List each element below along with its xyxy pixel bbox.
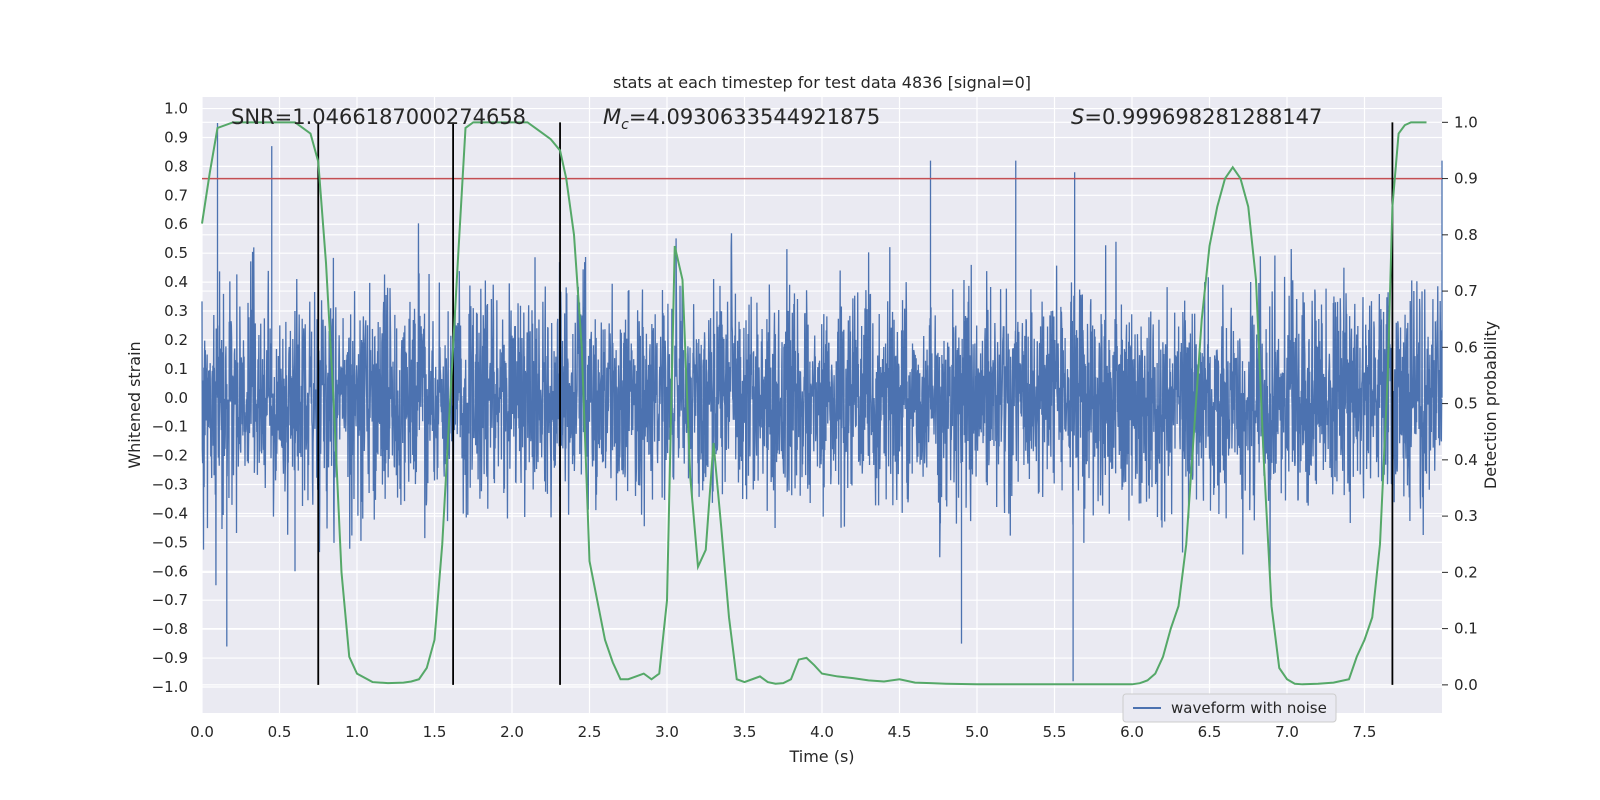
y-tick-label-left: −0.3 [152, 476, 188, 494]
y-tick-label-left: −0.2 [152, 447, 188, 465]
x-tick-label: 4.5 [888, 723, 912, 741]
y-tick-label-left: −0.8 [152, 620, 188, 638]
y-tick-label-right: 0.2 [1454, 563, 1478, 581]
y-tick-label-left: −0.5 [152, 533, 188, 551]
y-tick-label-right: 0.4 [1454, 451, 1478, 469]
y-tick-label-left: 0.3 [164, 302, 188, 320]
y-tick-label-right: 0.9 [1454, 170, 1478, 188]
y-tick-label-left: 1.0 [164, 100, 188, 118]
x-tick-label: 6.0 [1120, 723, 1144, 741]
y-tick-label-left: 0.2 [164, 331, 188, 349]
y-tick-label-left: 0.6 [164, 215, 188, 233]
probability-line [201, 121, 1427, 686]
x-tick-label: 4.0 [810, 723, 834, 741]
chirp-mass-annotation: Mc=4.0930633544921875 [603, 105, 880, 133]
y-tick-label-left: −0.1 [152, 418, 188, 436]
mc-subscript: c [621, 117, 629, 133]
y-tick-label-left: −0.4 [152, 504, 188, 522]
x-tick-label: 2.5 [578, 723, 602, 741]
x-tick-label: 0.5 [268, 723, 292, 741]
y-tick-label-right: 0.8 [1454, 226, 1478, 244]
y-tick-label-left: −1.0 [152, 678, 188, 696]
x-tick-label: 1.5 [423, 723, 447, 741]
overlay-layer [201, 121, 1442, 686]
y-tick-label-left: 0.1 [164, 360, 188, 378]
y-tick-label-left: 0.9 [164, 128, 188, 146]
y-tick-label-left: −0.7 [152, 591, 188, 609]
chart-title: stats at each timestep for test data 483… [613, 73, 1031, 92]
tick-labels: 0.0 0.5 1.0 1.5 2.0 2.5 3.0 3.5 4.0 4.5 5.0 5.5 6.0 6… [152, 100, 1478, 741]
x-tick-label: 3.0 [655, 723, 679, 741]
y-tick-label-left: 0.7 [164, 186, 188, 204]
x-tick-label: 3.5 [733, 723, 757, 741]
s-symbol: S [1071, 105, 1084, 129]
legend: waveform with noise [1122, 693, 1337, 723]
y-tick-label-left: −0.9 [152, 649, 188, 667]
x-tick-label: 0.0 [190, 723, 214, 741]
mc-value: =4.0930633544921875 [629, 105, 880, 129]
y-tick-label-right: 0.3 [1454, 507, 1478, 525]
x-tick-label: 1.0 [345, 723, 369, 741]
y-tick-label-left: 0.0 [164, 389, 188, 407]
y-tick-label-right: 0.6 [1454, 338, 1478, 356]
y-tick-label-right: 1.0 [1454, 113, 1478, 131]
y-tick-label-left: 0.5 [164, 244, 188, 262]
x-tick-label: 7.0 [1275, 723, 1299, 741]
x-axis-label: Time (s) [788, 747, 854, 766]
x-tick-label: 2.0 [500, 723, 524, 741]
x-tick-label: 5.5 [1043, 723, 1067, 741]
snr-annotation: SNR=1.0466187000274658 [231, 105, 526, 129]
legend-label-waveform: waveform with noise [1171, 699, 1327, 717]
y-tick-label-left: −0.6 [152, 562, 188, 580]
y-tick-label-right: 0.1 [1454, 620, 1478, 638]
y-tick-label-right: 0.5 [1454, 395, 1478, 413]
y-axis-label-left: Whitened strain [125, 341, 144, 468]
legend-box [1122, 693, 1337, 723]
x-tick-label: 5.0 [965, 723, 989, 741]
s-value: =0.999698281288147 [1084, 105, 1322, 129]
mc-symbol: M [603, 105, 621, 129]
x-tick-label: 6.5 [1198, 723, 1222, 741]
s-annotation: S=0.999698281288147 [1071, 105, 1322, 129]
y-tick-label-right: 0.7 [1454, 282, 1478, 300]
x-tick-label: 7.5 [1353, 723, 1377, 741]
y-tick-label-left: 0.4 [164, 273, 188, 291]
waveform-series [201, 123, 1443, 682]
waveform-line [201, 123, 1443, 682]
y-axis-label-right: Detection probability [1481, 321, 1500, 489]
y-tick-label-right: 0.0 [1454, 676, 1478, 694]
y-tick-label-left: 0.8 [164, 157, 188, 175]
